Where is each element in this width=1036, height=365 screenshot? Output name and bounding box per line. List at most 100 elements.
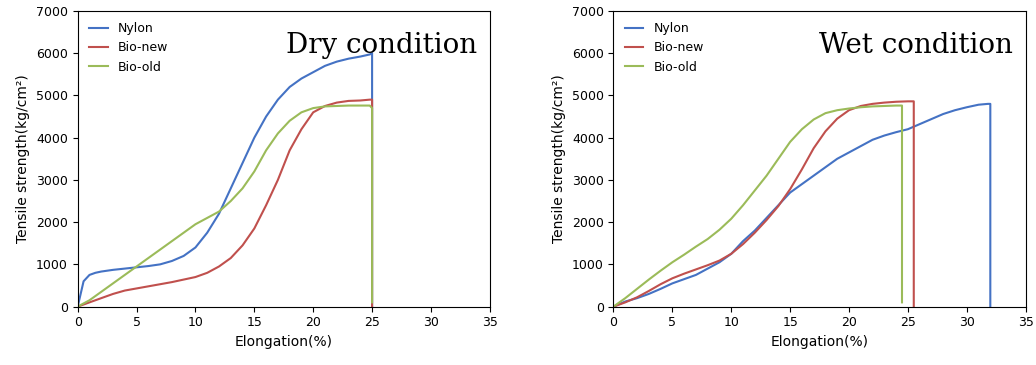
Line: Nylon: Nylon bbox=[78, 53, 372, 307]
Bio-old bbox=[896, 103, 909, 108]
Nylon bbox=[342, 57, 354, 61]
Bio-old bbox=[201, 216, 213, 220]
Nylon bbox=[201, 231, 213, 235]
Bio-new bbox=[607, 304, 620, 309]
Line: Nylon: Nylon bbox=[613, 104, 990, 307]
Line: Bio-old: Bio-old bbox=[78, 105, 372, 307]
Bio-new bbox=[260, 203, 272, 207]
Bio-old bbox=[260, 148, 272, 153]
Bio-old bbox=[307, 106, 319, 110]
Nylon bbox=[819, 165, 832, 169]
Nylon bbox=[260, 114, 272, 119]
Line: Bio-old: Bio-old bbox=[613, 105, 902, 307]
Nylon bbox=[760, 216, 773, 220]
Nylon bbox=[807, 173, 819, 178]
Nylon bbox=[914, 122, 926, 126]
Nylon bbox=[78, 279, 90, 284]
Bio-new bbox=[236, 243, 249, 247]
Bio-new bbox=[118, 288, 131, 293]
Nylon bbox=[236, 161, 249, 165]
Bio-old bbox=[364, 103, 376, 108]
Nylon bbox=[307, 70, 319, 74]
Text: Wet condition: Wet condition bbox=[819, 32, 1013, 59]
Bio-new bbox=[190, 275, 202, 279]
Nylon bbox=[982, 102, 995, 106]
Bio-new bbox=[366, 97, 378, 102]
Bio-new bbox=[225, 256, 237, 260]
Nylon bbox=[725, 251, 738, 256]
Bio-new bbox=[131, 286, 143, 291]
Nylon bbox=[177, 254, 190, 258]
Nylon bbox=[960, 105, 973, 110]
Bio-old bbox=[154, 247, 167, 252]
Nylon bbox=[890, 130, 902, 134]
Bio-new bbox=[713, 258, 725, 263]
Bio-old bbox=[701, 237, 714, 241]
Nylon bbox=[984, 102, 997, 106]
Bio-old bbox=[342, 103, 354, 108]
Nylon bbox=[330, 59, 343, 64]
Bio-old bbox=[749, 188, 761, 193]
Y-axis label: Tensile strength(kg/cm²): Tensile strength(kg/cm²) bbox=[17, 74, 30, 243]
Bio-old bbox=[620, 296, 632, 300]
Nylon bbox=[796, 182, 808, 186]
Nylon bbox=[212, 211, 225, 216]
Bio-new bbox=[295, 127, 308, 131]
Bio-old bbox=[713, 227, 725, 232]
Bio-new bbox=[271, 178, 284, 182]
Bio-new bbox=[655, 282, 667, 287]
Nylon bbox=[678, 277, 690, 281]
Bio-old bbox=[890, 103, 902, 108]
Nylon bbox=[631, 296, 643, 300]
Nylon bbox=[89, 270, 102, 275]
Nylon bbox=[701, 266, 714, 271]
Bio-new bbox=[154, 282, 167, 287]
Bio-old bbox=[354, 103, 367, 108]
Nylon bbox=[784, 191, 797, 195]
Bio-old bbox=[83, 298, 95, 303]
Nylon bbox=[248, 135, 260, 140]
Bio-new bbox=[772, 204, 784, 208]
X-axis label: Elongation(%): Elongation(%) bbox=[235, 335, 333, 349]
Bio-new bbox=[319, 104, 332, 108]
Bio-old bbox=[819, 111, 832, 115]
Nylon bbox=[607, 304, 620, 309]
Nylon bbox=[937, 112, 949, 116]
Bio-new bbox=[201, 270, 213, 275]
Bio-new bbox=[364, 97, 376, 102]
Bio-old bbox=[295, 110, 308, 115]
Nylon bbox=[118, 266, 131, 271]
Bio-old bbox=[212, 210, 225, 214]
Bio-old bbox=[666, 260, 679, 264]
X-axis label: Elongation(%): Elongation(%) bbox=[771, 335, 868, 349]
Nylon bbox=[295, 76, 308, 81]
Bio-old bbox=[107, 281, 119, 285]
Bio-new bbox=[690, 267, 702, 272]
Bio-old bbox=[796, 127, 808, 131]
Bio-new bbox=[760, 218, 773, 222]
Nylon bbox=[366, 51, 378, 55]
Bio-new bbox=[737, 242, 749, 246]
Bio-old bbox=[71, 304, 84, 309]
Nylon bbox=[984, 304, 997, 309]
Nylon bbox=[71, 304, 84, 309]
Nylon bbox=[855, 144, 867, 148]
Nylon bbox=[690, 273, 702, 277]
Bio-new bbox=[725, 251, 738, 256]
Bio-new bbox=[330, 100, 343, 105]
Nylon bbox=[142, 264, 154, 268]
Bio-new bbox=[855, 104, 867, 108]
Nylon bbox=[843, 150, 856, 155]
Bio-new bbox=[784, 187, 797, 191]
Bio-new bbox=[796, 167, 808, 172]
Bio-old bbox=[807, 117, 819, 122]
Nylon bbox=[620, 299, 632, 304]
Bio-new bbox=[284, 148, 296, 153]
Bio-new bbox=[166, 280, 178, 284]
Bio-old bbox=[118, 273, 131, 277]
Nylon bbox=[319, 64, 332, 68]
Bio-old bbox=[366, 300, 378, 304]
Bio-old bbox=[177, 231, 190, 235]
Nylon bbox=[190, 245, 202, 250]
Bio-old bbox=[330, 104, 343, 108]
